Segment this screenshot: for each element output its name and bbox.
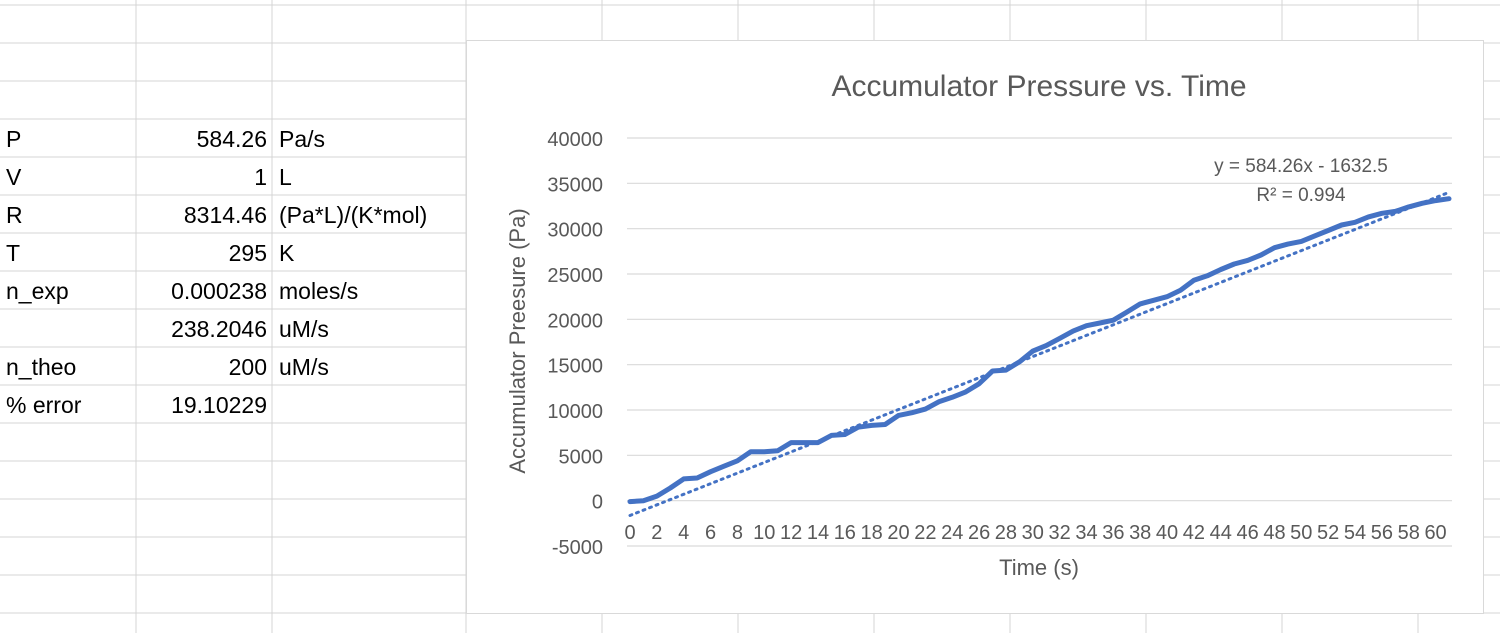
x-tick-label: 2 xyxy=(651,522,662,544)
y-tick-label: -5000 xyxy=(552,537,603,559)
cell-value[interactable]: 1 xyxy=(254,164,267,190)
y-tick-label: 20000 xyxy=(547,310,603,332)
y-tick-label: 25000 xyxy=(547,265,603,287)
x-tick-label: 8 xyxy=(732,522,743,544)
trendline-r-squared: R² = 0.994 xyxy=(1256,185,1346,206)
trendline-equation: y = 584.26x - 1632.5 xyxy=(1214,156,1388,177)
cell-unit[interactable]: Pa/s xyxy=(279,126,326,152)
trendline[interactable] xyxy=(628,190,1451,517)
x-tick-label: 12 xyxy=(780,522,802,544)
cell-label[interactable]: % error xyxy=(6,392,82,418)
cell-value[interactable]: 200 xyxy=(228,354,267,380)
cell-unit[interactable]: moles/s xyxy=(279,278,359,304)
x-tick-label: 26 xyxy=(968,522,990,544)
x-tick-label: 54 xyxy=(1344,522,1366,544)
x-tick-label: 40 xyxy=(1156,522,1178,544)
line-chart: Accumulator Pressure vs. Time -5000 0 5000 1… xyxy=(505,70,1452,580)
x-tick-label: 52 xyxy=(1317,522,1339,544)
x-tick-label: 14 xyxy=(807,522,829,544)
x-tick-label: 20 xyxy=(887,522,909,544)
x-tick-label: 22 xyxy=(914,522,936,544)
y-tick-label: 35000 xyxy=(547,174,603,196)
cell-unit[interactable]: L xyxy=(279,164,292,190)
x-tick-label: 18 xyxy=(861,522,883,544)
cell-label[interactable]: V xyxy=(6,164,22,190)
x-tick-label: 46 xyxy=(1236,522,1258,544)
y-tick-label: 30000 xyxy=(547,220,603,242)
cell-label[interactable]: R xyxy=(6,202,23,228)
series-line[interactable] xyxy=(627,196,1452,505)
cell-label[interactable]: T xyxy=(6,240,21,266)
x-axis-title: Time (s) xyxy=(999,555,1079,580)
x-tick-label: 32 xyxy=(1049,522,1071,544)
y-axis-title: Accumulator Preesure (Pa) xyxy=(505,208,530,473)
x-tick-label: 42 xyxy=(1183,522,1205,544)
chart-title: Accumulator Pressure vs. Time xyxy=(831,70,1246,103)
cell-label[interactable]: n_exp xyxy=(6,278,69,304)
x-tick-label: 34 xyxy=(1075,522,1097,544)
x-tick-label: 60 xyxy=(1424,522,1446,544)
x-tick-label: 50 xyxy=(1290,522,1312,544)
x-tick-label: 28 xyxy=(995,522,1017,544)
x-tick-label: 6 xyxy=(705,522,716,544)
cell-value[interactable]: 238.2046 xyxy=(171,316,267,342)
x-tick-label: 24 xyxy=(941,522,963,544)
cell-label[interactable]: P xyxy=(6,126,22,152)
cell-unit[interactable]: K xyxy=(279,240,295,266)
cell-value[interactable]: 584.26 xyxy=(196,126,267,152)
chart-area[interactable]: Accumulator Pressure vs. Time -5000 0 5000 1… xyxy=(466,40,1484,614)
cell-value[interactable]: 19.10229 xyxy=(171,392,267,418)
x-tick-label: 38 xyxy=(1129,522,1151,544)
x-tick-label: 58 xyxy=(1398,522,1420,544)
cell-unit[interactable]: uM/s xyxy=(279,354,329,380)
x-tick-label: 44 xyxy=(1210,522,1232,544)
cell-label[interactable]: n_theo xyxy=(6,354,77,380)
y-tick-label: 0 xyxy=(592,492,603,514)
x-tick-label: 48 xyxy=(1263,522,1285,544)
x-tick-label: 30 xyxy=(1022,522,1044,544)
y-tick-label: 15000 xyxy=(547,356,603,378)
x-tick-label: 0 xyxy=(624,522,635,544)
y-tick-label: 5000 xyxy=(559,446,604,468)
cell-unit[interactable]: (Pa*L)/(K*mol) xyxy=(279,202,428,228)
cell-unit[interactable]: uM/s xyxy=(279,316,329,342)
x-tick-label: 56 xyxy=(1371,522,1393,544)
x-tick-label: 36 xyxy=(1102,522,1124,544)
x-tick-label: 16 xyxy=(834,522,856,544)
y-tick-label: 10000 xyxy=(547,401,603,423)
y-tick-label: 40000 xyxy=(547,129,603,151)
cell-value[interactable]: 0.000238 xyxy=(171,278,267,304)
x-tick-label: 4 xyxy=(678,522,689,544)
cell-value[interactable]: 295 xyxy=(228,240,267,266)
cell-value[interactable]: 8314.46 xyxy=(183,202,267,228)
x-tick-label: 10 xyxy=(753,522,775,544)
